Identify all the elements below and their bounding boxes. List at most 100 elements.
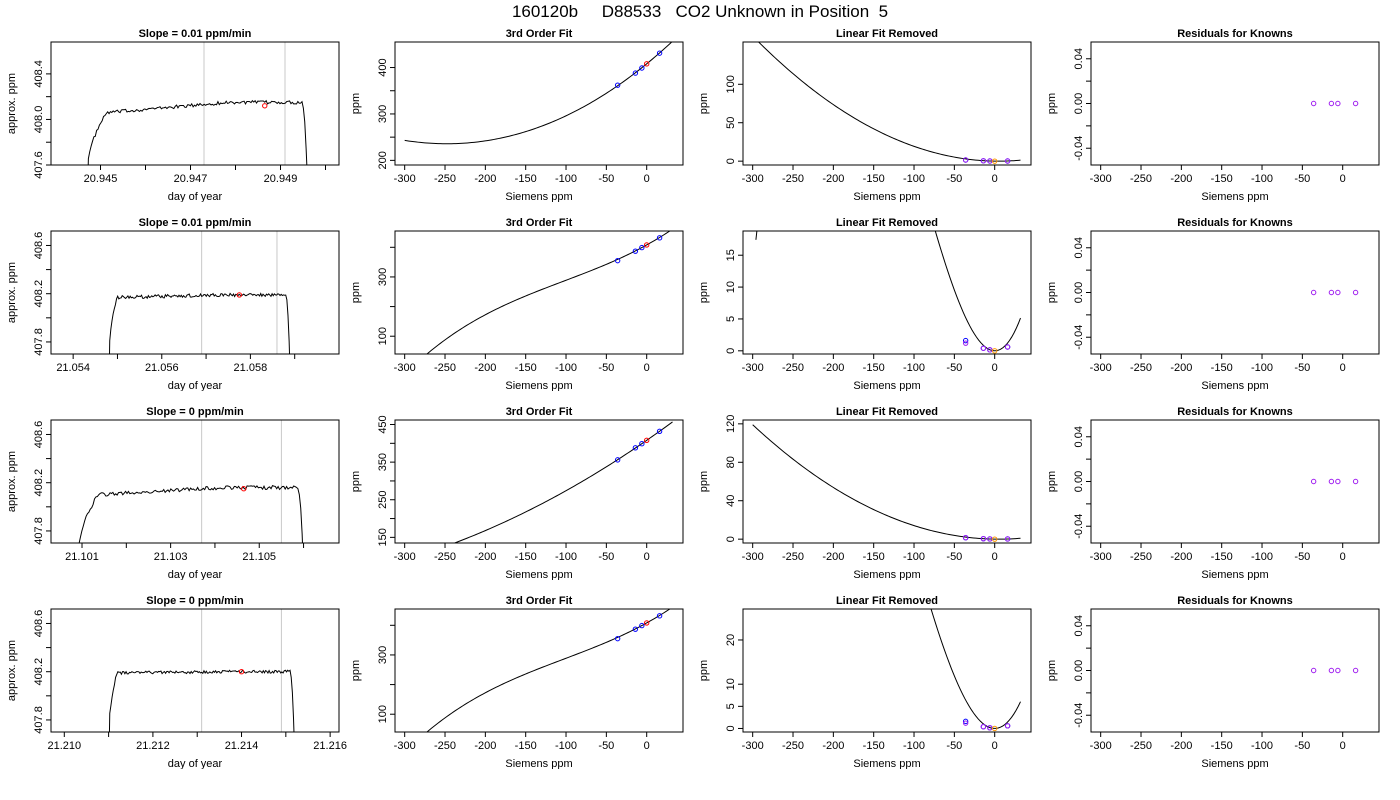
y-axis-label: ppm (698, 93, 710, 114)
x-tick-label: -200 (474, 740, 496, 752)
data-point (962, 720, 969, 726)
data-point (1310, 667, 1317, 674)
x-tick-label: -300 (1090, 740, 1112, 752)
data-point (639, 440, 645, 447)
data-point (639, 65, 645, 71)
x-tick-label: -250 (434, 362, 456, 374)
x-tick-label: 21.058 (234, 362, 268, 374)
x-axis-label: Siemens ppm (1201, 191, 1268, 202)
y-axis-label: ppm (698, 282, 710, 303)
x-tick-label: 21.056 (145, 362, 179, 374)
y-axis-label: approx. ppm (6, 73, 18, 134)
data-point (656, 50, 663, 56)
x-tick-label: -100 (1251, 740, 1273, 752)
y-tick-label: 0.00 (1073, 282, 1085, 303)
plot-frame (394, 608, 684, 733)
chart-panel: Residuals for Knowns -300 -250 -200 -150 -100… (1046, 595, 1380, 769)
x-tick-label: 21.212 (136, 740, 170, 752)
x-tick-label: -250 (434, 551, 456, 563)
x-tick-label: -50 (946, 740, 962, 752)
x-tick-label: -250 (1130, 173, 1152, 185)
x-tick-label: 20.947 (174, 173, 208, 185)
x-tick-label: -150 (515, 173, 537, 185)
data-point (236, 292, 243, 298)
chart-panel: 3rd Order Fit -300 -250 -200 -150 -100 -50 0 Sie… (350, 595, 684, 769)
y-tick-label: -0.04 (1073, 136, 1085, 161)
y-tick-label: 408.6 (33, 421, 45, 449)
x-tick-label: -250 (782, 551, 804, 563)
series-line (108, 669, 295, 732)
y-tick-label: 0 (725, 536, 737, 542)
x-tick-label: -300 (394, 362, 416, 374)
plot-area (78, 420, 303, 543)
x-tick-label: -100 (903, 551, 925, 563)
data-point (1352, 100, 1359, 107)
x-tick-label: -250 (1130, 740, 1152, 752)
x-tick-label: -300 (1090, 173, 1112, 185)
y-tick-label: 400 (377, 58, 389, 76)
plot-frame (50, 608, 340, 733)
y-tick-label: 0.04 (1073, 237, 1085, 258)
x-tick-label: -300 (742, 740, 764, 752)
x-tick-label: 20.945 (84, 173, 118, 185)
x-tick-label: -50 (946, 173, 962, 185)
y-tick-label: 150 (377, 528, 389, 546)
data-point (656, 428, 663, 434)
data-point (1352, 478, 1359, 485)
y-tick-label: 407.8 (33, 517, 45, 545)
y-axis-label: ppm (350, 93, 362, 114)
x-tick-label: 0 (644, 740, 650, 752)
x-tick-label: -100 (555, 740, 577, 752)
y-axis-label: ppm (698, 660, 710, 681)
x-tick-label: -50 (598, 740, 614, 752)
y-axis-label: ppm (1046, 660, 1058, 681)
data-point (632, 626, 639, 632)
y-tick-label: 350 (377, 453, 389, 471)
y-tick-label: -0.04 (1073, 514, 1085, 539)
x-tick-label: -250 (1130, 551, 1152, 563)
x-axis-label: Siemens ppm (505, 380, 572, 391)
x-tick-label: -50 (598, 362, 614, 374)
x-tick-label: 0 (644, 173, 650, 185)
chart-title: Residuals for Knowns (1177, 28, 1293, 40)
x-tick-label: -100 (1251, 173, 1273, 185)
data-point (643, 620, 650, 626)
y-tick-label: 10 (725, 281, 737, 293)
x-tick-label: -100 (903, 740, 925, 752)
y-tick-label: 40 (725, 495, 737, 507)
y-tick-label: 300 (377, 268, 389, 286)
chart-panel: Linear Fit Removed -300 -250 -200 -150 -100 -5… (698, 217, 1032, 391)
x-tick-label: -200 (1170, 551, 1192, 563)
data-point (614, 82, 621, 88)
fit-curve (752, 424, 1021, 540)
y-axis-label: approx. ppm (6, 262, 18, 323)
series-line (109, 292, 291, 354)
x-tick-label: -50 (1294, 551, 1310, 563)
x-tick-label: -150 (515, 551, 537, 563)
y-tick-label: -0.04 (1073, 325, 1085, 350)
x-tick-label: -100 (1251, 362, 1273, 374)
y-axis-label: ppm (350, 282, 362, 303)
chart-title: 3rd Order Fit (506, 406, 573, 418)
plot-area (930, 609, 1021, 729)
chart-panel: Slope = 0 ppm/min 21.210 21.212 21.214 21.21… (6, 595, 347, 769)
data-point (643, 61, 650, 67)
x-tick-label: -150 (515, 740, 537, 752)
data-point (639, 244, 645, 251)
data-point (980, 535, 987, 542)
data-point (614, 257, 621, 264)
x-tick-label: -50 (1294, 362, 1310, 374)
data-point (987, 725, 993, 731)
x-axis-label: Siemens ppm (505, 758, 572, 769)
plot-frame (50, 230, 340, 355)
chart-title: 3rd Order Fit (506, 595, 573, 607)
x-tick-label: -200 (822, 173, 844, 185)
x-tick-label: -50 (598, 173, 614, 185)
x-tick-label: -50 (946, 362, 962, 374)
chart-title: Residuals for Knowns (1177, 595, 1293, 607)
data-point (643, 242, 650, 248)
plot-area (404, 42, 673, 145)
y-tick-label: 100 (377, 705, 389, 723)
chart-panel: Linear Fit Removed -300 -250 -200 -150 -100 -5… (698, 28, 1032, 202)
data-point (632, 445, 639, 451)
